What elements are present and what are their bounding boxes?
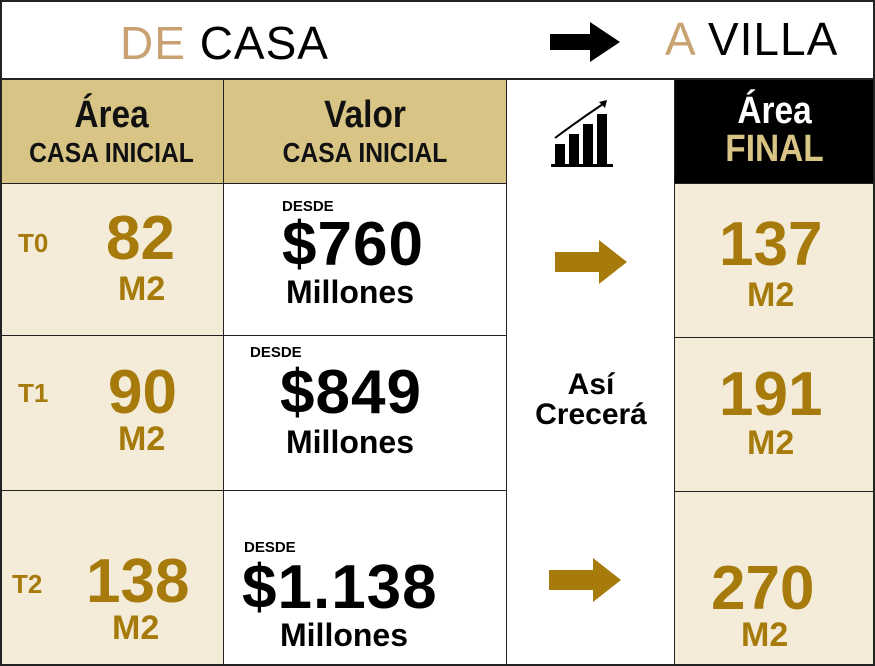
row-t0-area: T0 82 M2 xyxy=(0,184,224,336)
growth-column: Así Crecerá xyxy=(507,80,675,666)
title-from: DE CASA xyxy=(120,17,329,69)
bar-chart-growth-icon xyxy=(551,100,613,167)
row-t0-final: 137 M2 xyxy=(675,184,875,338)
arrow-right-icon xyxy=(550,22,620,62)
header-valor: Valor CASA INICIAL xyxy=(224,80,507,184)
growth-text: Así Crecerá xyxy=(535,368,647,431)
title-bar: DE CASA A VILLA xyxy=(0,0,875,80)
title-to: A VILLA xyxy=(665,13,839,65)
row-t2-final: 270 M2 xyxy=(675,492,875,666)
header-area: Área CASA INICIAL xyxy=(0,80,224,184)
row-t1-valor: DESDE $849 Millones xyxy=(224,336,507,491)
arrow-right-icon xyxy=(549,558,621,602)
arrow-right-icon xyxy=(555,240,627,284)
row-t1-final: 191 M2 xyxy=(675,338,875,492)
row-t1-area: T1 90 M2 xyxy=(0,336,224,491)
row-t0-valor: DESDE $760 Millones xyxy=(224,184,507,336)
header-final: Área FINAL xyxy=(675,80,875,184)
